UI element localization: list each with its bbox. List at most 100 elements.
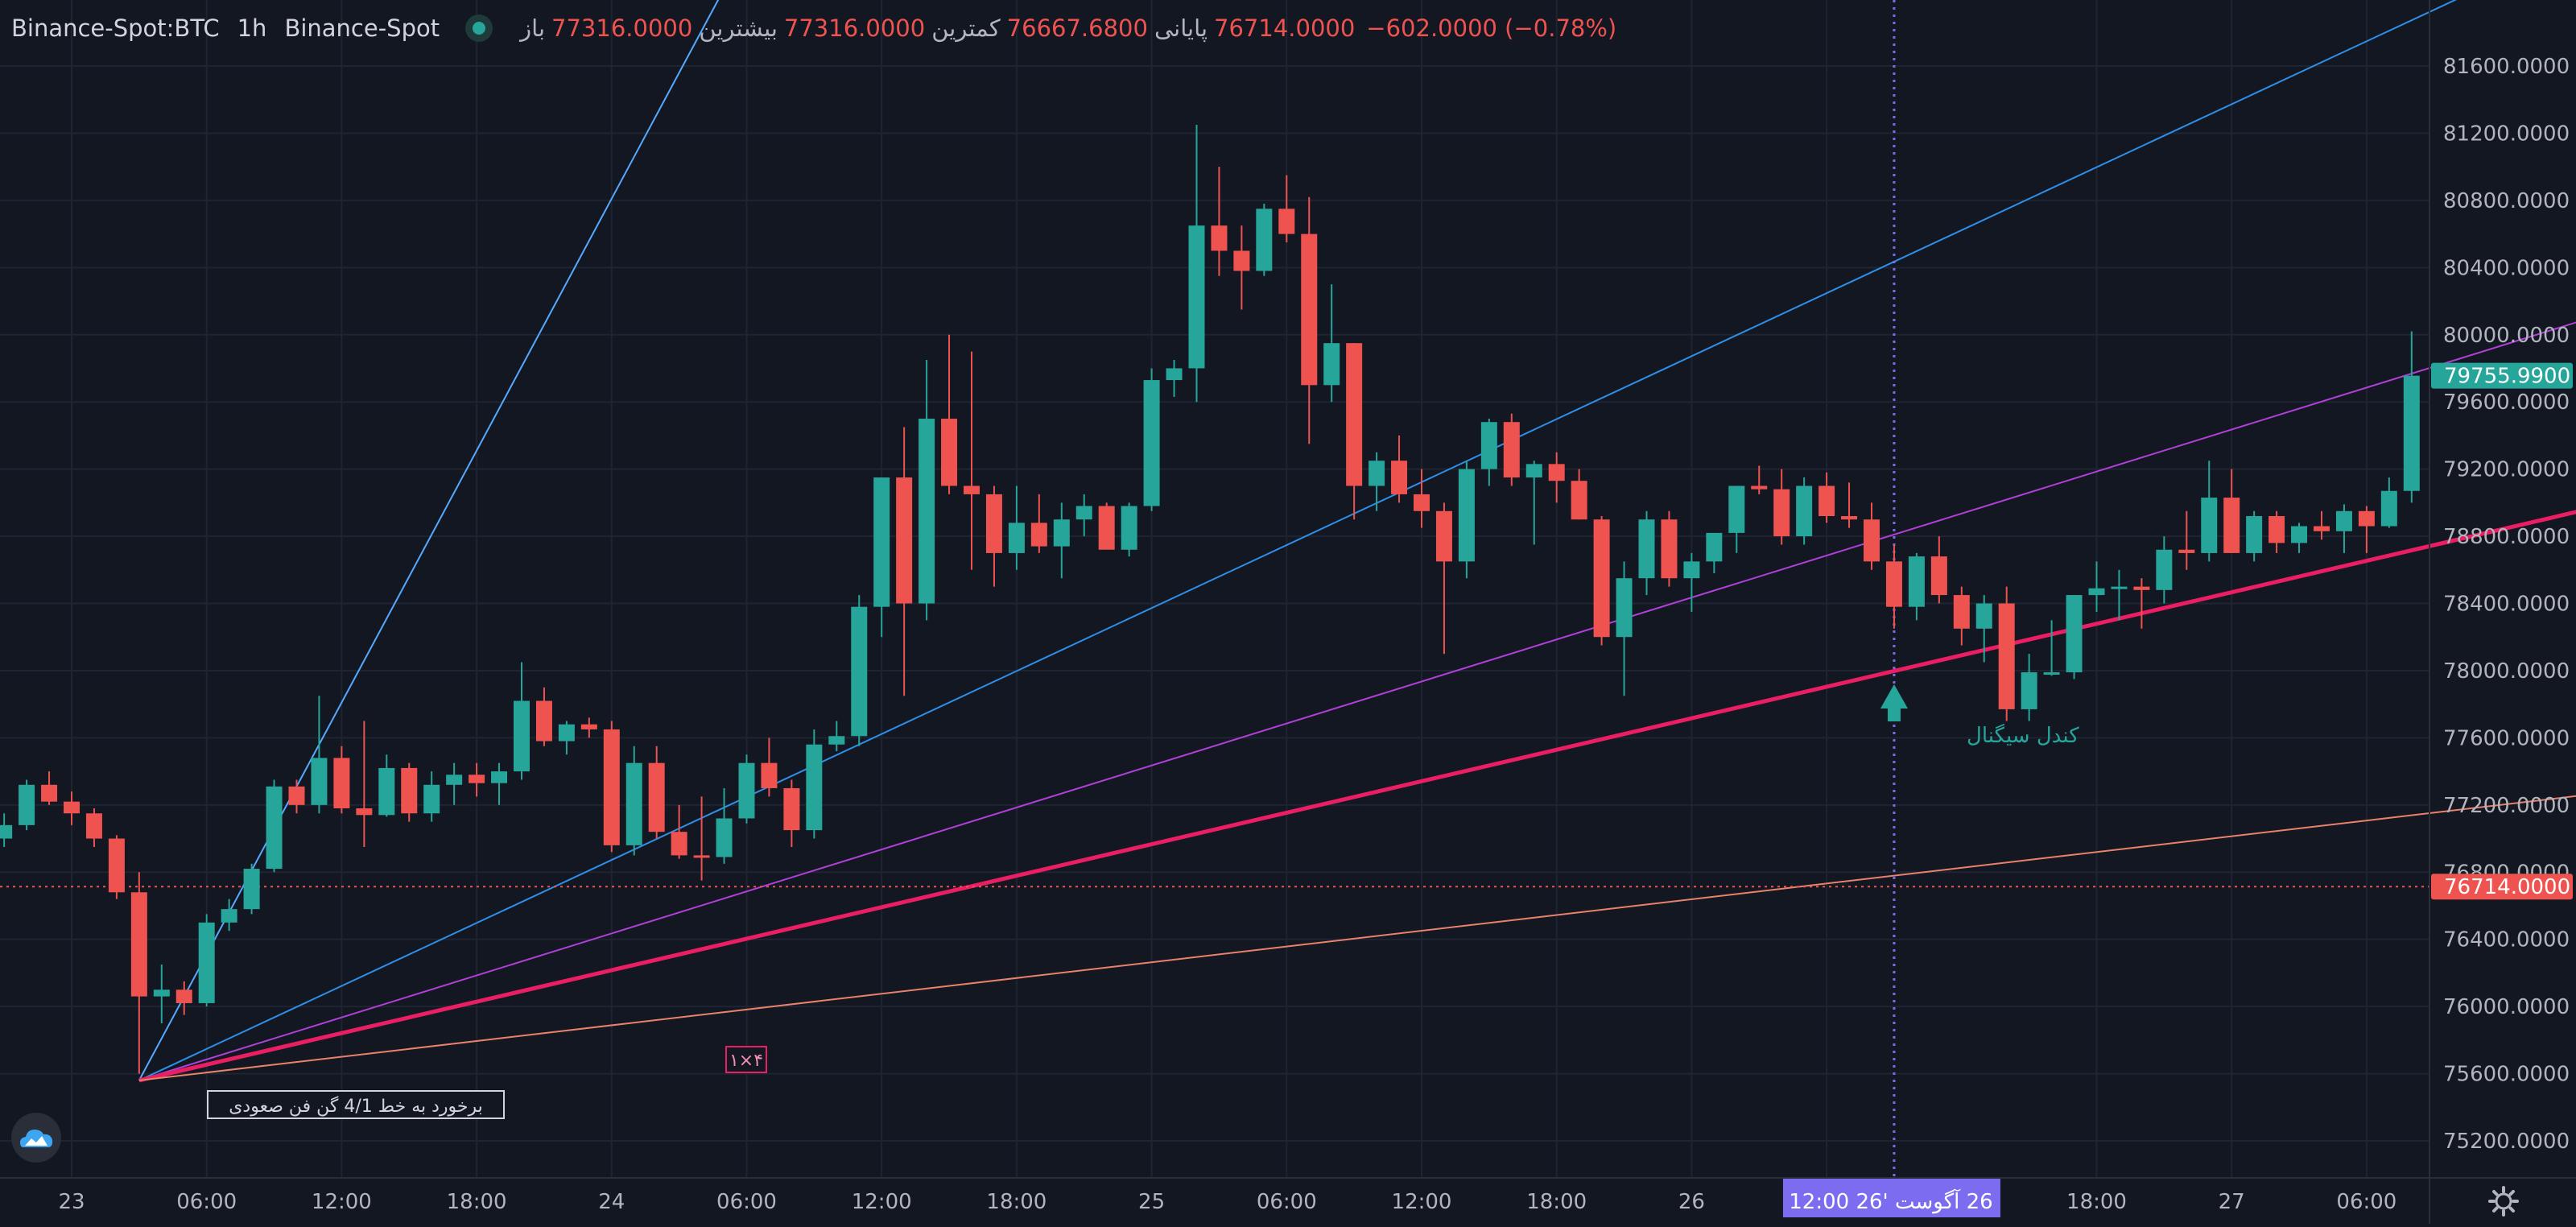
candle: [401, 762, 418, 822]
exchange-name: Binance-Spot: [284, 14, 440, 42]
candle-body: [1683, 561, 1700, 579]
candle: [873, 477, 890, 638]
time-tick-label: 26: [1678, 1190, 1705, 1214]
price-tick-label: 78400.0000: [2443, 593, 2570, 617]
candle: [535, 687, 552, 746]
candle-body: [1953, 595, 1970, 629]
price-tick-label: 80000.0000: [2443, 324, 2570, 348]
candle: [1908, 552, 1925, 621]
time-tick-label: 23: [58, 1190, 85, 1214]
candle: [1121, 502, 1137, 557]
price-tick-label: 79600.0000: [2443, 390, 2570, 415]
symbol-name[interactable]: Binance-Spot:BTC: [11, 14, 220, 42]
last-price-badge: [2431, 362, 2573, 389]
candle: [243, 863, 260, 915]
ratio-box: [725, 1046, 767, 1073]
candle: [1593, 516, 1610, 646]
time-tick-label: 06:00: [1257, 1190, 1317, 1214]
time-tick-label: 18:00: [986, 1190, 1046, 1214]
candle-body: [1930, 556, 1947, 596]
candle: [1864, 502, 1880, 570]
candle-body: [625, 762, 642, 845]
time-tick-label: 12:00: [852, 1190, 912, 1214]
candle-body: [2358, 510, 2375, 527]
candle: [1323, 284, 1340, 403]
candle: [1458, 461, 1475, 579]
candle: [941, 334, 958, 494]
candle: [716, 787, 733, 864]
candle: [2201, 461, 2218, 562]
candle: [469, 762, 485, 797]
grid: [0, 0, 2429, 1178]
candle-body: [2133, 586, 2150, 590]
candle-body: [828, 736, 845, 745]
candle-body: [964, 485, 980, 494]
signal-label: کندل سیگنال: [1967, 723, 2079, 748]
candle-body: [558, 724, 575, 742]
annotation-box: [207, 1090, 505, 1119]
candle: [1143, 368, 1160, 511]
candle: [1008, 485, 1025, 570]
candle: [0, 813, 13, 847]
candle: [175, 981, 192, 1015]
candle-body: [266, 786, 283, 870]
candle-body: [19, 784, 35, 825]
candle-body: [1480, 422, 1497, 469]
candle-body: [716, 818, 733, 857]
candle: [1098, 502, 1115, 550]
candle-body: [896, 477, 913, 604]
gann-line-4x1: [138, 510, 2576, 1083]
candle: [580, 717, 597, 738]
candle-body: [1864, 519, 1880, 562]
candle-body: [2021, 672, 2037, 709]
candle: [1053, 502, 1070, 579]
candle: [2403, 331, 2420, 503]
candle-body: [175, 989, 192, 1003]
gann-line-8x1: [138, 795, 2576, 1081]
gear-icon[interactable]: [2487, 1185, 2520, 1217]
candle-body: [2111, 586, 2128, 589]
candle: [2358, 506, 2375, 553]
candle-body: [1075, 506, 1092, 520]
candle-body: [1885, 561, 1902, 607]
candle-body: [2380, 490, 2397, 527]
time-tick-label: 06:00: [2336, 1190, 2396, 1214]
candle: [2133, 578, 2150, 629]
price-tick-label: 78800.0000: [2443, 525, 2570, 549]
crosshair-time-label: 26 آگوست '26 12:00: [1789, 1188, 1992, 1214]
last-price-label: 79755.9900: [2444, 365, 2570, 389]
candle: [2314, 510, 2330, 540]
candle: [2066, 595, 2083, 680]
candle-body: [1548, 464, 1565, 481]
candle-body: [1121, 506, 1137, 550]
price-tick-label: 81200.0000: [2443, 122, 2570, 146]
close-label: پایانی: [1154, 14, 1208, 42]
candle-body: [1661, 519, 1678, 579]
candle: [2291, 523, 2308, 553]
price-tick-label: 78000.0000: [2443, 659, 2570, 684]
candle-body: [738, 762, 755, 819]
interval-label[interactable]: 1h: [237, 14, 267, 42]
candle: [1930, 536, 1947, 604]
chart-legend: Binance-Spot:BTC 1h Binance-Spot باز 773…: [11, 10, 1616, 47]
candle: [64, 791, 80, 825]
crosshair-time-badge: [1782, 1179, 2000, 1217]
candle: [1616, 561, 1633, 696]
candle: [1414, 469, 1430, 528]
cloud-logo-icon[interactable]: [11, 1113, 61, 1163]
candle-body: [1638, 519, 1655, 579]
candle-body: [1503, 422, 1520, 478]
candle: [311, 696, 328, 814]
candle: [1773, 469, 1790, 545]
candle: [1233, 225, 1250, 310]
candle-body: [41, 784, 58, 802]
candle-body: [1706, 532, 1723, 562]
time-tick-label: 18:00: [2066, 1190, 2127, 1214]
candle: [761, 737, 778, 797]
price-tick-label: 79200.0000: [2443, 458, 2570, 482]
candle: [1211, 167, 1228, 276]
candle-body: [221, 909, 237, 923]
candle-body: [1053, 519, 1070, 547]
